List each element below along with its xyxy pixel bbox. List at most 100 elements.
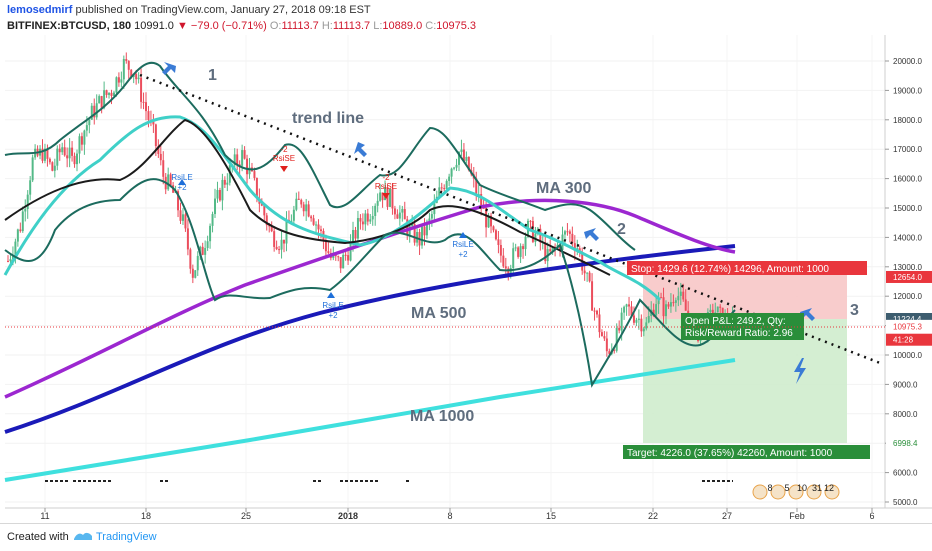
c-label: C: <box>425 20 437 32</box>
bollinger-lower <box>4 178 736 388</box>
candle-body <box>369 219 372 222</box>
y-tick-label: 15000.0 <box>893 204 922 213</box>
event-marker[interactable] <box>788 484 804 500</box>
ma300-line <box>4 198 736 399</box>
event-markers[interactable]: 8 5 10 31 12 <box>752 483 840 500</box>
footer: Created with TradingView <box>0 523 932 551</box>
y-tick-label: 6000.0 <box>893 469 918 478</box>
x-tick-label: 22 <box>648 511 658 521</box>
candle-body <box>356 218 359 239</box>
candle-body <box>117 77 120 83</box>
x-tick-label: 15 <box>546 511 556 521</box>
candle-body <box>177 191 180 211</box>
price-label: 10975.3 <box>893 322 922 331</box>
candle-body <box>588 272 591 282</box>
candle-body <box>98 96 101 104</box>
publish-line: lemosedmirf published on TradingView.com… <box>7 4 371 16</box>
candle-body <box>492 226 495 231</box>
ma-mid-line <box>4 118 611 276</box>
candle-body <box>460 149 463 152</box>
candle-body <box>11 255 14 260</box>
candle-body <box>682 291 685 300</box>
candle-body <box>674 300 677 303</box>
candle-body <box>571 233 574 244</box>
c-value: 10975.3 <box>436 20 477 32</box>
author-link[interactable]: lemosedmirf <box>7 4 73 16</box>
price-label-box <box>886 437 932 450</box>
candle-body <box>157 146 160 154</box>
candle-body <box>344 254 347 256</box>
signal-rsise-1: -2 RsiSE <box>273 145 295 172</box>
candle-body <box>485 208 488 228</box>
candle-body <box>137 77 140 80</box>
candle-body <box>93 105 96 118</box>
bollinger-upper <box>4 61 636 251</box>
candle-body <box>393 208 396 215</box>
y-tick-label: 20000.0 <box>893 57 922 66</box>
stop-box[interactable] <box>627 261 867 275</box>
svg-text:RsiLE: RsiLE <box>171 173 192 182</box>
candle-body <box>522 246 525 250</box>
candle-body <box>184 214 187 229</box>
candle-body <box>14 241 17 256</box>
candle-body <box>112 92 115 96</box>
h-label: H: <box>321 20 333 32</box>
candle-body <box>514 247 517 249</box>
candle-body <box>655 304 658 316</box>
candle-body <box>7 260 9 262</box>
candle-body <box>349 242 352 261</box>
candle-body <box>312 218 315 225</box>
tradingview-logo-icon[interactable] <box>72 529 94 543</box>
candle-body <box>292 209 295 221</box>
candle-body <box>679 291 682 296</box>
price-change: −79.0 (−0.71%) <box>190 20 267 32</box>
candle-body <box>61 147 64 153</box>
event-marker[interactable] <box>806 484 822 500</box>
candle-body <box>307 204 310 217</box>
candle-body <box>381 192 384 201</box>
candle-body <box>645 322 648 329</box>
svg-text:-2: -2 <box>280 145 288 154</box>
candle-body <box>413 224 416 243</box>
price-label: 12654.0 <box>893 273 922 282</box>
candle-body <box>504 266 507 269</box>
candle-body <box>186 228 189 250</box>
candle-body <box>544 242 547 262</box>
tradingview-link[interactable]: TradingView <box>96 531 157 543</box>
candle-body <box>684 299 687 311</box>
ma-short-line <box>3 115 662 302</box>
candle-body <box>162 160 165 177</box>
event-marker[interactable] <box>824 484 840 500</box>
candle-body <box>152 120 155 125</box>
candle-body <box>603 336 606 339</box>
candle-body <box>226 182 229 185</box>
event-marker[interactable] <box>752 484 768 500</box>
candle-body <box>260 203 263 206</box>
price-chart[interactable]: 20000.019000.018000.017000.016000.015000… <box>0 0 932 523</box>
candle-body <box>127 60 130 70</box>
candle-body <box>549 249 552 252</box>
candle-body <box>366 213 369 222</box>
price-label: 41:28 <box>893 336 914 345</box>
ma1000-line <box>4 358 736 482</box>
lightning-icon <box>794 358 806 384</box>
candle-body <box>159 153 162 161</box>
candle-body <box>490 215 493 227</box>
candle-body <box>120 79 123 83</box>
price-label-box <box>886 270 932 283</box>
event-label: 8 <box>767 483 772 493</box>
candle-body <box>467 156 470 171</box>
candle-body <box>465 156 468 161</box>
candle-body <box>16 229 19 242</box>
candle-body <box>398 212 401 219</box>
candle-body <box>593 310 596 312</box>
candle-body <box>440 187 443 189</box>
candle-body <box>100 96 103 108</box>
target-box[interactable] <box>623 445 870 459</box>
candle-body <box>374 205 377 217</box>
x-tick-label: 8 <box>447 511 452 521</box>
candle-body <box>280 239 283 250</box>
candle-body <box>517 247 520 257</box>
event-marker[interactable] <box>770 484 786 500</box>
